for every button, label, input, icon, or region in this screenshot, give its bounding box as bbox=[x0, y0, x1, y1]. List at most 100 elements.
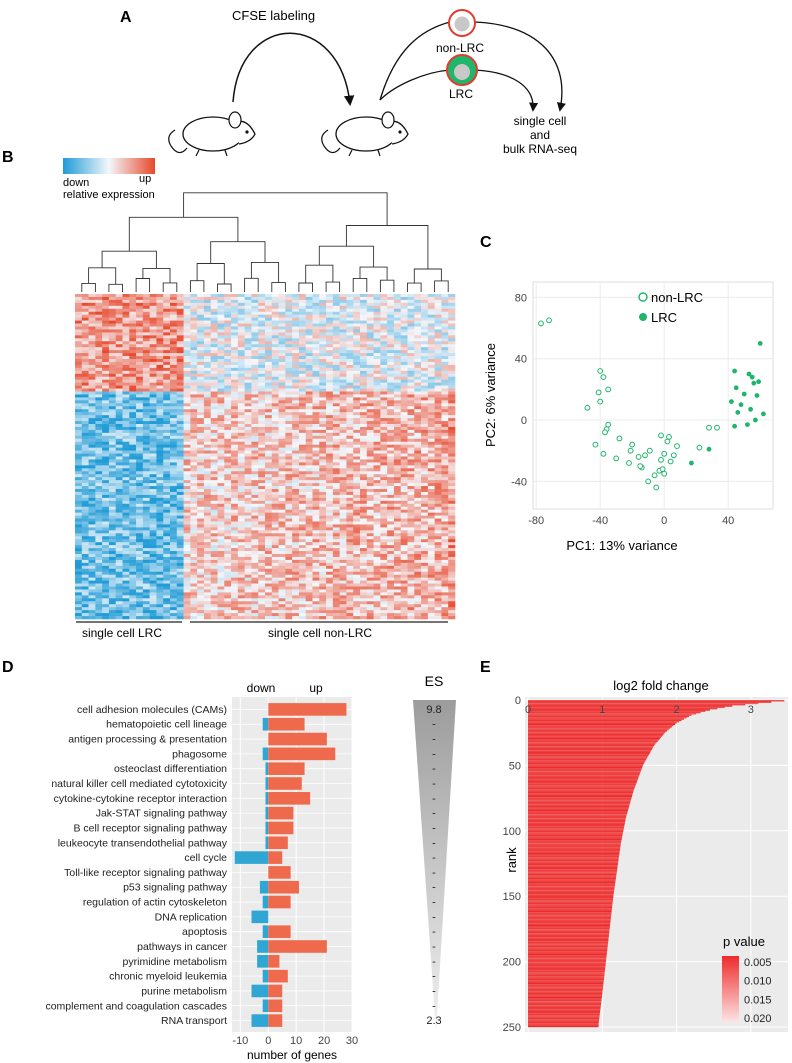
heatmap-cell bbox=[224, 462, 232, 466]
heatmap-cell bbox=[81, 311, 89, 315]
heatmap-cell bbox=[326, 367, 334, 372]
heatmap-cell bbox=[95, 385, 103, 389]
heatmap-cell bbox=[203, 308, 212, 313]
heatmap-cell bbox=[108, 453, 117, 457]
heatmap-cell bbox=[339, 367, 347, 372]
heatmap-cell bbox=[434, 406, 442, 410]
heatmap-cell bbox=[237, 400, 245, 404]
heatmap-cell bbox=[156, 323, 164, 327]
heatmap-cell bbox=[400, 418, 408, 422]
heatmap-cell bbox=[81, 536, 89, 540]
heatmap-cell bbox=[75, 329, 83, 333]
heatmap-cell bbox=[407, 385, 415, 389]
heatmap-cell bbox=[366, 491, 374, 496]
heatmap-cell bbox=[285, 468, 293, 472]
heatmap-cell bbox=[298, 421, 307, 425]
heatmap-cell bbox=[319, 344, 327, 348]
heatmap-cell bbox=[387, 370, 395, 375]
heatmap-cell bbox=[224, 314, 232, 318]
heatmap-cell bbox=[129, 326, 137, 330]
heatmap-cell bbox=[305, 361, 313, 366]
heatmap-cell bbox=[75, 421, 83, 425]
heatmap-cell bbox=[271, 311, 279, 315]
heatmap-cell bbox=[312, 462, 320, 466]
heatmap-cell bbox=[339, 515, 347, 519]
heatmap-cell bbox=[393, 429, 402, 434]
heatmap-cell bbox=[210, 406, 218, 410]
heatmap-cell bbox=[176, 421, 184, 425]
heatmap-cell bbox=[373, 356, 381, 360]
heatmap-cell bbox=[176, 503, 184, 508]
heatmap-cell bbox=[217, 305, 225, 310]
heatmap-cell bbox=[75, 518, 83, 522]
heatmap-cell bbox=[102, 447, 110, 451]
heatmap-cell bbox=[224, 317, 232, 321]
heatmap-cell bbox=[312, 311, 320, 315]
heatmap-cell bbox=[142, 406, 150, 410]
heatmap-cell bbox=[251, 403, 259, 407]
heatmap-cell bbox=[251, 302, 259, 307]
heatmap-cell bbox=[203, 311, 212, 315]
heatmap-cell bbox=[305, 364, 313, 369]
heatmap-cell bbox=[292, 483, 300, 487]
heatmap-cell bbox=[265, 353, 273, 357]
heatmap-cell bbox=[360, 308, 368, 313]
heatmap-cell bbox=[285, 426, 293, 431]
heatmap-cell bbox=[380, 353, 388, 357]
heatmap-cell bbox=[224, 459, 232, 463]
heatmap-cell bbox=[115, 503, 123, 508]
heatmap-cell bbox=[400, 462, 408, 466]
heatmap-cell bbox=[298, 382, 307, 386]
heatmap-cell bbox=[122, 359, 130, 363]
heatmap-cell bbox=[421, 424, 429, 428]
heatmap-cell bbox=[421, 536, 429, 540]
heatmap-cell bbox=[441, 335, 449, 339]
heatmap-cell bbox=[271, 518, 279, 522]
heatmap-cell bbox=[190, 406, 198, 410]
heatmap-cell bbox=[427, 536, 435, 540]
heatmap-cell bbox=[231, 323, 239, 327]
heatmap-cell bbox=[210, 356, 218, 360]
heatmap-cell bbox=[237, 296, 245, 301]
heatmap-cell bbox=[265, 503, 273, 508]
heatmap-cell bbox=[448, 545, 456, 549]
heatmap-cell bbox=[122, 450, 130, 454]
heatmap-cell bbox=[407, 435, 415, 440]
heatmap-cell bbox=[407, 391, 415, 395]
heatmap-cell bbox=[434, 506, 442, 510]
heatmap-cell bbox=[448, 489, 456, 493]
heatmap-cell bbox=[448, 441, 456, 445]
heatmap-cell bbox=[366, 308, 374, 313]
heatmap-cell bbox=[360, 444, 368, 448]
heatmap-cell bbox=[285, 435, 293, 440]
heatmap-cell bbox=[298, 429, 307, 434]
heatmap-cell bbox=[190, 465, 198, 469]
heatmap-cell bbox=[251, 489, 259, 493]
heatmap-cell bbox=[224, 506, 232, 510]
heatmap-cell bbox=[298, 491, 307, 496]
heatmap-cell bbox=[122, 503, 130, 508]
heatmap-cell bbox=[102, 435, 110, 440]
heatmap-cell bbox=[305, 409, 313, 413]
heatmap-cell bbox=[448, 294, 456, 298]
heatmap-cell bbox=[271, 347, 279, 351]
heatmap-cell bbox=[115, 317, 123, 321]
heatmap-cell bbox=[163, 302, 171, 307]
heatmap-cell bbox=[448, 539, 456, 543]
heatmap-cell bbox=[387, 347, 395, 351]
heatmap-cell bbox=[258, 471, 266, 475]
heatmap-cell bbox=[136, 406, 144, 410]
heatmap-cell bbox=[115, 453, 123, 457]
heatmap-cell bbox=[176, 370, 184, 375]
heatmap-cell bbox=[353, 323, 361, 327]
heatmap-cell bbox=[231, 311, 239, 315]
heatmap-cell bbox=[407, 530, 415, 534]
heatmap-cell bbox=[271, 506, 279, 510]
heatmap-cell bbox=[400, 335, 408, 339]
heatmap-cell bbox=[271, 474, 279, 478]
heatmap-cell bbox=[346, 294, 354, 298]
heatmap-cell bbox=[81, 524, 89, 528]
heatmap-cell bbox=[75, 462, 83, 466]
heatmap-cell bbox=[305, 426, 313, 431]
heatmap-cell bbox=[434, 444, 442, 448]
